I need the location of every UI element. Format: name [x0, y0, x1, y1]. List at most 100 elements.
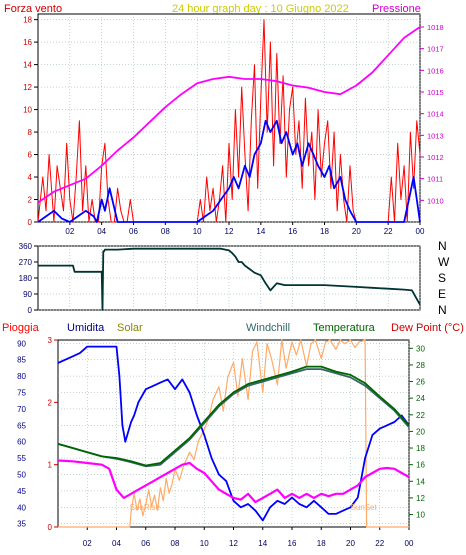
wind-average-line: [37, 119, 421, 223]
wind-y-tick-label: 0: [28, 218, 33, 227]
humidity-y-tick-label: 60: [17, 438, 26, 447]
direction-cardinal-label: S: [438, 271, 446, 285]
humidity-axis-title: Umidita: [67, 322, 105, 334]
temperature-x-tick-label: 16: [288, 539, 297, 548]
wind-axis-title: Forza vento: [4, 3, 62, 15]
pressure-y-tick-label: 1012: [427, 153, 444, 162]
humidity-y-tick-label: 55: [17, 454, 26, 463]
pressure-y-tick-label: 1017: [427, 45, 444, 54]
temperature-x-tick-label: 02: [83, 539, 92, 548]
chart-title: 24 hour graph day : 10 Giugno 2022: [172, 3, 349, 15]
wind-direction-line: [38, 247, 421, 311]
wind-x-tick-label: 20: [352, 227, 361, 236]
temperature-x-tick-label: 00: [405, 539, 414, 548]
wind-y-tick-label: 14: [23, 61, 32, 70]
wind-x-tick-label: 04: [97, 227, 106, 236]
humidity-y-tick-label: 90: [17, 339, 26, 348]
temperature-y-tick-label: 16: [416, 461, 425, 470]
pressure-line: [37, 26, 421, 204]
temperature-x-tick-label: 12: [229, 539, 238, 548]
pressure-y-tick-label: 1015: [427, 88, 444, 97]
pressure-y-tick-label: 1016: [427, 66, 444, 75]
sunrise-label: SunRise: [130, 503, 161, 512]
direction-y-tick-label: 270: [19, 258, 33, 267]
direction-cardinal-label: E: [438, 287, 446, 301]
pressure-y-tick-label: 1013: [427, 131, 444, 140]
direction-y-tick-label: 0: [28, 306, 33, 315]
solar-axis-title: Solar: [117, 322, 143, 334]
rain-axis-title: Pioggia: [2, 322, 40, 334]
humidity-y-tick-label: 45: [17, 487, 26, 496]
wind-x-tick-label: 00: [416, 227, 425, 236]
temperature-y-tick-label: 12: [416, 494, 425, 503]
temperature-y-tick-label: 14: [416, 477, 425, 486]
temperature-line: [57, 365, 410, 467]
wind-y-tick-label: 10: [23, 106, 32, 115]
direction-cardinal-label: N: [438, 303, 447, 317]
wind-x-tick-label: 18: [320, 227, 329, 236]
temperature-x-tick-label: 14: [258, 539, 267, 548]
wind-x-tick-label: 02: [65, 227, 74, 236]
temperature-x-tick-label: 10: [200, 539, 209, 548]
humidity-y-tick-label: 70: [17, 405, 26, 414]
pressure-y-tick-label: 1011: [427, 175, 443, 184]
temperature-y-tick-label: 24: [416, 394, 425, 403]
direction-y-tick-label: 180: [19, 274, 33, 283]
dewpoint-axis-title: Dew Point (°C): [391, 322, 464, 334]
temperature-axis-title: Temperatura: [313, 322, 376, 334]
wind-y-tick-label: 18: [23, 16, 32, 25]
windchill-axis-title: Windchill: [246, 322, 290, 334]
humidity-y-tick-label: 40: [17, 503, 26, 512]
temperature-y-tick-label: 10: [416, 511, 425, 520]
dewpoint-line: [57, 459, 410, 504]
wind-x-tick-label: 08: [161, 227, 170, 236]
direction-cardinal-label: N: [438, 239, 447, 253]
rain-y-tick-label: 0: [48, 523, 53, 532]
wind-gust-line: [37, 19, 421, 223]
temperature-x-tick-label: 08: [171, 539, 180, 548]
pressure-y-tick-label: 1014: [427, 110, 444, 119]
temperature-y-tick-label: 28: [416, 361, 425, 370]
temperature-y-tick-label: 26: [416, 378, 425, 387]
humidity-y-tick-label: 85: [17, 356, 26, 365]
rain-y-tick-label: 2: [48, 398, 53, 407]
pressure-y-tick-label: 1010: [427, 196, 444, 205]
humidity-y-tick-label: 65: [17, 421, 26, 430]
wind-x-tick-label: 14: [256, 227, 265, 236]
temperature-x-tick-label: 06: [141, 539, 150, 548]
temperature-x-tick-label: 18: [317, 539, 326, 548]
pressure-y-tick-label: 1018: [427, 23, 444, 32]
wind-y-tick-label: 2: [28, 196, 33, 205]
humidity-line: [57, 345, 410, 522]
direction-y-tick-label: 90: [23, 290, 32, 299]
sunset-label: SunSet: [351, 503, 378, 512]
wind-x-tick-label: 16: [288, 227, 297, 236]
humidity-y-tick-label: 75: [17, 388, 26, 397]
rain-y-tick-label: 3: [48, 336, 53, 345]
temperature-x-tick-label: 22: [375, 539, 384, 548]
pressure-axis-title: Pressione: [372, 3, 421, 15]
wind-y-tick-label: 6: [28, 151, 33, 160]
direction-cardinal-label: W: [438, 255, 450, 269]
wind-y-tick-label: 8: [28, 128, 33, 137]
wind-y-tick-label: 4: [28, 173, 33, 182]
wind-x-tick-label: 12: [225, 227, 234, 236]
humidity-y-tick-label: 80: [17, 372, 26, 381]
temperature-x-tick-label: 04: [112, 539, 121, 548]
wind-y-tick-label: 16: [23, 38, 32, 47]
temperature-y-tick-label: 22: [416, 411, 425, 420]
wind-x-tick-label: 22: [384, 227, 393, 236]
direction-y-tick-label: 360: [19, 242, 33, 251]
temperature-y-tick-label: 20: [416, 427, 425, 436]
temperature-x-tick-label: 20: [346, 539, 355, 548]
temperature-y-tick-label: 18: [416, 444, 425, 453]
wind-x-tick-label: 10: [193, 227, 202, 236]
humidity-y-tick-label: 50: [17, 471, 26, 480]
solar-radiation-line: [58, 339, 409, 528]
wind-x-tick-label: 06: [129, 227, 138, 236]
wind-y-tick-label: 12: [23, 83, 32, 92]
humidity-y-tick-label: 35: [17, 520, 26, 529]
rain-y-tick-label: 1: [48, 461, 53, 470]
temperature-y-tick-label: 30: [416, 344, 425, 353]
